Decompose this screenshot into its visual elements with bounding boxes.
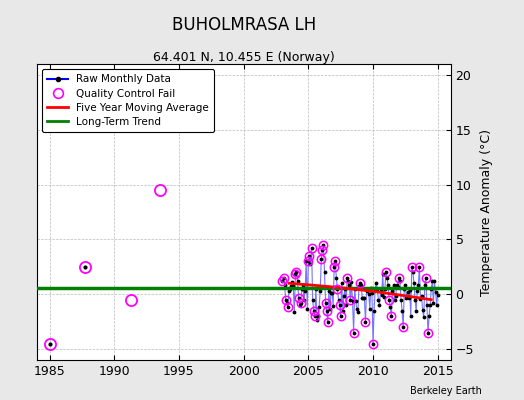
Text: Berkeley Earth: Berkeley Earth: [410, 386, 482, 396]
Legend: Raw Monthly Data, Quality Control Fail, Five Year Moving Average, Long-Term Tren: Raw Monthly Data, Quality Control Fail, …: [42, 69, 214, 132]
Text: BUHOLMRASA LH: BUHOLMRASA LH: [171, 16, 316, 34]
Y-axis label: Temperature Anomaly (°C): Temperature Anomaly (°C): [479, 128, 493, 296]
Title: 64.401 N, 10.455 E (Norway): 64.401 N, 10.455 E (Norway): [153, 51, 334, 64]
